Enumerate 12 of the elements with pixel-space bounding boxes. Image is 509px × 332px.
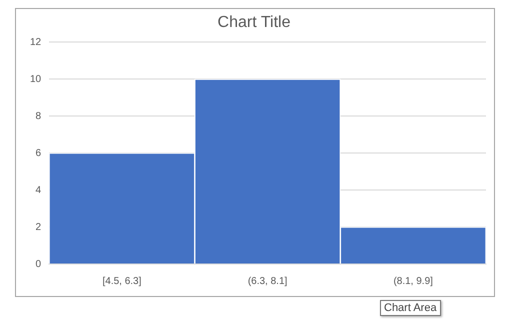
y-tick-label: 8 xyxy=(36,110,42,122)
y-tick-label: 10 xyxy=(30,74,42,85)
y-tick-label: 6 xyxy=(36,148,42,159)
text: Chart Area xyxy=(380,300,441,316)
y-tick-label: 12 xyxy=(30,36,42,48)
y-tick-label: 0 xyxy=(36,258,42,270)
x-tick-label: (6.3, 8.1] xyxy=(248,276,288,287)
x-tick-label: (8.1, 9.9] xyxy=(393,276,434,287)
y-tick-label: 2 xyxy=(36,222,42,233)
y-tick-label: 4 xyxy=(36,184,42,196)
chart-title: Chart Title xyxy=(218,14,291,32)
x-tick-label: [4.5, 6.3] xyxy=(102,276,142,287)
